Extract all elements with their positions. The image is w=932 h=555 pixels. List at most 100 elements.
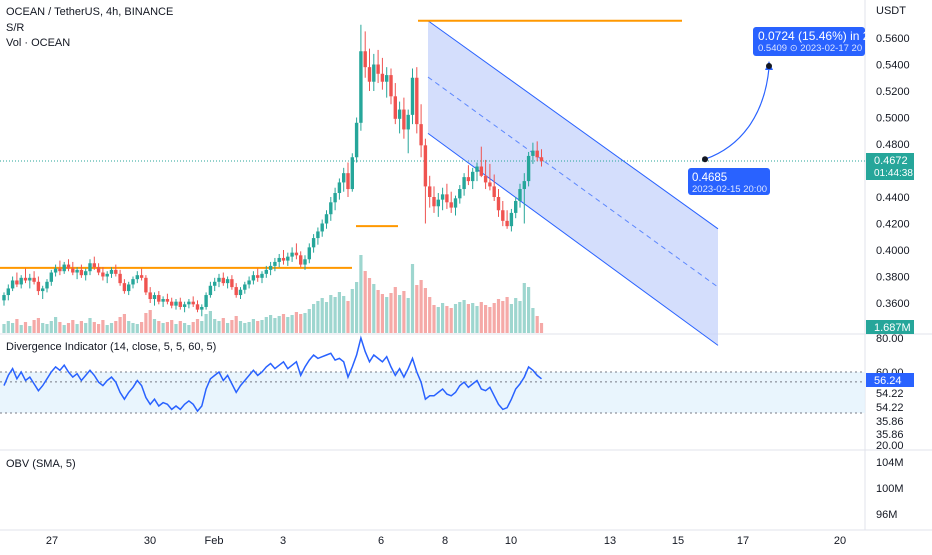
volume-bar — [79, 321, 83, 333]
volume-bar — [97, 324, 101, 333]
candle-body — [277, 257, 281, 262]
candle-body — [6, 288, 10, 296]
volume-bar — [290, 315, 294, 333]
candle-body — [311, 238, 316, 248]
volume-bar — [15, 319, 19, 333]
volume-bar — [208, 311, 212, 333]
projection-end-point — [766, 63, 772, 69]
volume-bar — [303, 313, 307, 333]
volume-bar — [320, 298, 324, 333]
volume-bar — [174, 324, 178, 333]
candle-body — [488, 182, 492, 187]
volume-bar — [518, 301, 522, 333]
candle-body — [410, 77, 415, 115]
volume-bar — [385, 297, 389, 333]
candle-body — [496, 197, 501, 211]
candle-body — [148, 292, 152, 300]
obv-tick-label: 104M — [876, 457, 904, 469]
volume-bar — [114, 321, 118, 333]
volume-bar — [191, 322, 195, 333]
volume-bar — [484, 305, 488, 333]
volume-bar — [260, 320, 264, 333]
volume-bar — [36, 318, 40, 333]
candle-body — [445, 194, 449, 203]
volume-bar — [118, 317, 122, 333]
volume-bar — [243, 323, 247, 333]
point-price-label: 0.4685 — [692, 172, 727, 184]
volume-bar — [479, 302, 483, 333]
candle-body — [23, 277, 28, 281]
time-tick-label: 15 — [672, 535, 684, 547]
candle-body — [359, 51, 363, 123]
candle-body — [492, 186, 496, 197]
point-date-label: 2023-02-15 20:00 — [692, 184, 767, 195]
volume-bar — [453, 304, 458, 333]
volume-bar — [105, 325, 109, 333]
volume-bar — [221, 318, 225, 333]
candle-body — [363, 51, 367, 68]
candle-body — [225, 279, 230, 284]
volume-bar — [277, 316, 281, 333]
candle-body — [432, 197, 436, 207]
divergence-indicator-title: Divergence Indicator (14, close, 5, 5, 6… — [6, 341, 217, 353]
candle-body — [333, 193, 337, 203]
candle-body — [475, 166, 479, 172]
volume-bar — [286, 317, 290, 333]
volume-bar — [84, 323, 88, 333]
volume-bar — [213, 319, 217, 333]
candle-body — [449, 202, 453, 208]
volume-bar — [195, 319, 200, 333]
price-tick-label: 0.5600 — [876, 33, 910, 45]
time-tick-label: 3 — [280, 535, 286, 547]
volume-bar — [372, 284, 376, 333]
candle-body — [397, 109, 402, 119]
candle-body — [479, 166, 483, 176]
volume-bar — [415, 285, 419, 333]
candle-body — [101, 272, 105, 277]
candle-body — [71, 268, 75, 273]
volume-bar — [501, 301, 505, 333]
candle-body — [393, 96, 397, 119]
candle-body — [165, 299, 170, 302]
candle-body — [75, 269, 79, 273]
candle-body — [501, 210, 505, 221]
candle-body — [367, 67, 372, 82]
candle-body — [518, 189, 522, 201]
time-tick-label: 13 — [604, 535, 616, 547]
candle-body — [320, 223, 324, 232]
volume-bar — [19, 325, 23, 333]
volume-bar — [140, 322, 144, 333]
volume-bar — [514, 298, 518, 333]
candle-body — [139, 275, 144, 278]
candle-body — [84, 271, 88, 276]
volume-bar — [436, 307, 440, 333]
volume-bar — [157, 321, 161, 333]
candle-body — [350, 157, 354, 190]
candle-body — [41, 288, 45, 292]
candle-body — [131, 279, 135, 285]
candle-body — [294, 252, 299, 256]
candle-body — [428, 186, 432, 197]
candle-body — [329, 202, 333, 215]
candle-body — [195, 304, 200, 310]
volume-bar — [531, 308, 535, 333]
candle-body — [342, 173, 346, 183]
candle-body — [505, 220, 509, 227]
price-tick-label: 0.4000 — [876, 245, 910, 257]
divergence-band — [0, 372, 865, 414]
time-tick-label: 6 — [378, 535, 384, 547]
volume-bar — [299, 314, 303, 333]
candle-body — [15, 280, 19, 285]
candle-body — [290, 252, 294, 257]
volume-bar — [264, 317, 268, 333]
candle-body — [58, 268, 62, 272]
volume-bar — [367, 278, 372, 333]
volume-bar — [496, 299, 501, 333]
volume-bar — [333, 297, 337, 333]
candle-body — [514, 200, 518, 213]
candle-body — [36, 281, 41, 292]
volume-bar — [522, 283, 526, 333]
divergence-value-label: 56.24 — [874, 375, 902, 387]
